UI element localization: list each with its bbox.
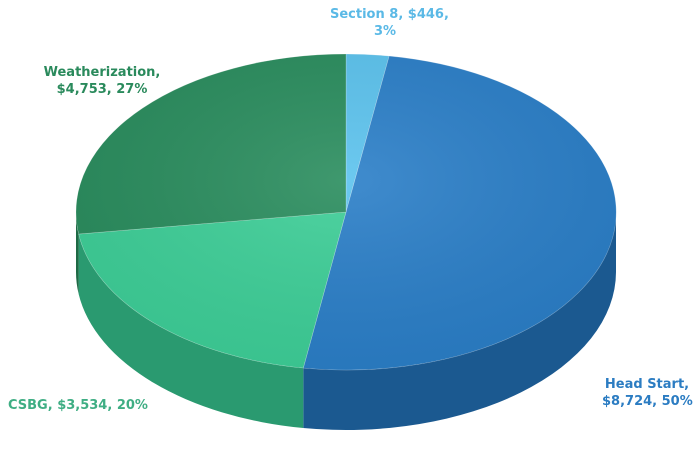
- label-csbg: CSBG, $3,534, 20%: [8, 398, 148, 413]
- label-weatherization: Weatherization, $4,753, 27%: [43, 65, 161, 97]
- slice-csbg-side: [78, 234, 304, 429]
- pie-top-highlight: [76, 54, 616, 370]
- slice-head-start-side: [303, 212, 616, 431]
- slice-weatherization-side: [76, 212, 79, 295]
- label-section8: Section 8, $446, 3%: [330, 7, 449, 39]
- label-head-start: Head Start, $8,724, 50%: [602, 377, 693, 409]
